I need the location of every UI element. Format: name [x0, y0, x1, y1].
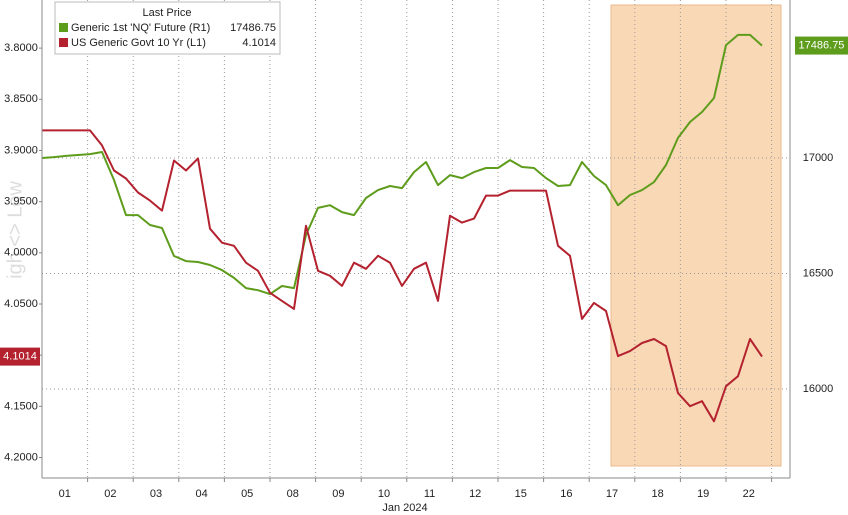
y-tick-label: 3.9000 — [4, 144, 38, 156]
x-tick-label: 08 — [287, 488, 299, 500]
x-tick-label: 15 — [515, 488, 527, 500]
series-line — [41, 33, 763, 296]
legend-value: 4.1014 — [242, 37, 276, 49]
last-value-box — [795, 36, 848, 55]
y-tick-label: 3.9500 — [4, 196, 38, 208]
x-axis-label: Jan 2024 — [382, 502, 427, 514]
x-tick-label: 05 — [241, 488, 253, 500]
legend-title: Last Price — [143, 7, 192, 19]
x-tick-label: 02 — [104, 488, 116, 500]
x-tick-label: 16 — [560, 488, 572, 500]
legend-value: 17486.75 — [230, 22, 276, 34]
y-tick-label: 4.0500 — [4, 298, 38, 310]
y2-tick-label: 16500 — [803, 267, 834, 279]
x-tick-label: 04 — [195, 488, 207, 500]
x-tick-label: 11 — [424, 488, 435, 500]
y-tick-label: 3.8000 — [4, 42, 38, 54]
legend-swatch — [59, 23, 68, 32]
y2-tick-label: 16000 — [803, 383, 834, 395]
x-tick-label: 22 — [743, 488, 755, 500]
last-value-label: 17486.75 — [799, 39, 845, 51]
x-tick-label: 17 — [606, 488, 618, 500]
x-tick-label: 19 — [697, 488, 709, 500]
legend: Last Price Generic 1st 'NQ' Future (R1) … — [54, 1, 281, 55]
x-tick-label: 03 — [150, 488, 162, 500]
x-tick-label: 12 — [469, 488, 481, 500]
y-tick-label: 4.0000 — [4, 247, 38, 259]
highlight-region — [610, 4, 782, 467]
legend-label: US Generic Govt 10 Yr (L1) — [71, 37, 206, 49]
last-value-box — [0, 347, 40, 366]
y-tick-label: 3.8500 — [4, 93, 38, 105]
x-tick-label: 10 — [378, 488, 390, 500]
legend-label: Generic 1st 'NQ' Future (R1) — [71, 22, 210, 34]
y2-tick-label: 17000 — [803, 152, 834, 164]
x-tick-label: 09 — [332, 488, 344, 500]
series-line — [42, 129, 763, 423]
x-tick-label: 01 — [59, 488, 71, 500]
legend-swatch — [59, 38, 68, 47]
watermark: igh <> Low — [4, 181, 26, 279]
grid — [42, 0, 790, 478]
lines — [41, 33, 763, 423]
y-tick-label: 4.2000 — [4, 451, 38, 463]
legend-box — [54, 1, 281, 55]
y-tick-label: 4.1500 — [4, 400, 38, 412]
last-value-label: 4.1014 — [3, 351, 37, 363]
x-tick-label: 18 — [651, 488, 663, 500]
